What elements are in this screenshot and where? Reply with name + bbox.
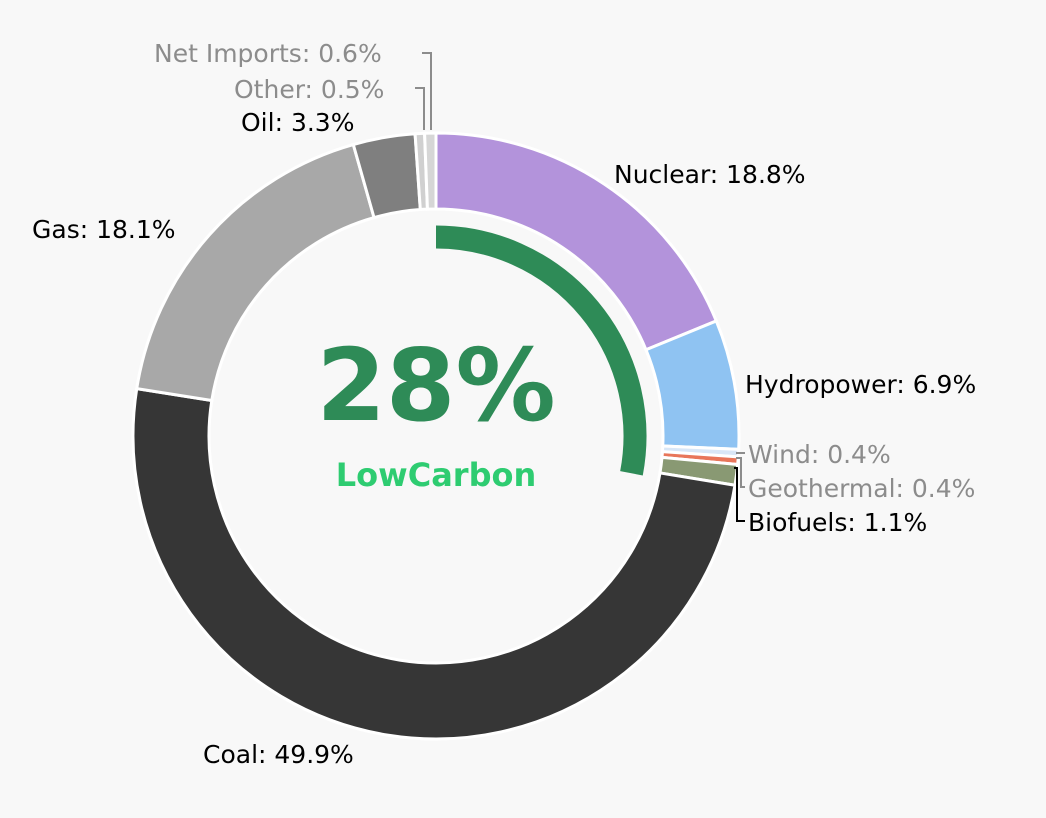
slice-label-hydropower: Hydropower: 6.9%	[745, 370, 976, 399]
leader-line-net-imports	[422, 52, 432, 130]
slice-label-nuclear: Nuclear: 18.8%	[614, 160, 806, 189]
slice-coal	[131, 386, 737, 741]
label-leader-lines	[415, 52, 745, 522]
leader-line-biofuels	[734, 467, 745, 522]
slice-label-coal: Coal: 49.9%	[203, 740, 354, 769]
donut-slices	[131, 131, 741, 741]
low-carbon-arc	[435, 225, 647, 476]
center-label: LowCarbon	[336, 456, 536, 494]
slice-label-other: Other: 0.5%	[234, 75, 384, 104]
slice-label-biofuels: Biofuels: 1.1%	[748, 508, 927, 537]
leader-line-geothermal	[736, 457, 745, 488]
slice-label-gas: Gas: 18.1%	[32, 215, 176, 244]
slice-label-net-imports: Net Imports: 0.6%	[154, 39, 382, 68]
slice-labels: Nuclear: 18.8% Hydropower: 6.9% Wind: 0.4%…	[32, 39, 976, 769]
slice-label-oil: Oil: 3.3%	[241, 108, 354, 137]
slice-label-wind: Wind: 0.4%	[748, 440, 891, 469]
center-value: 28%	[316, 327, 555, 444]
leader-line-other	[415, 87, 425, 130]
slice-net-imports	[423, 131, 438, 211]
slice-label-geothermal: Geothermal: 0.4%	[748, 474, 975, 503]
